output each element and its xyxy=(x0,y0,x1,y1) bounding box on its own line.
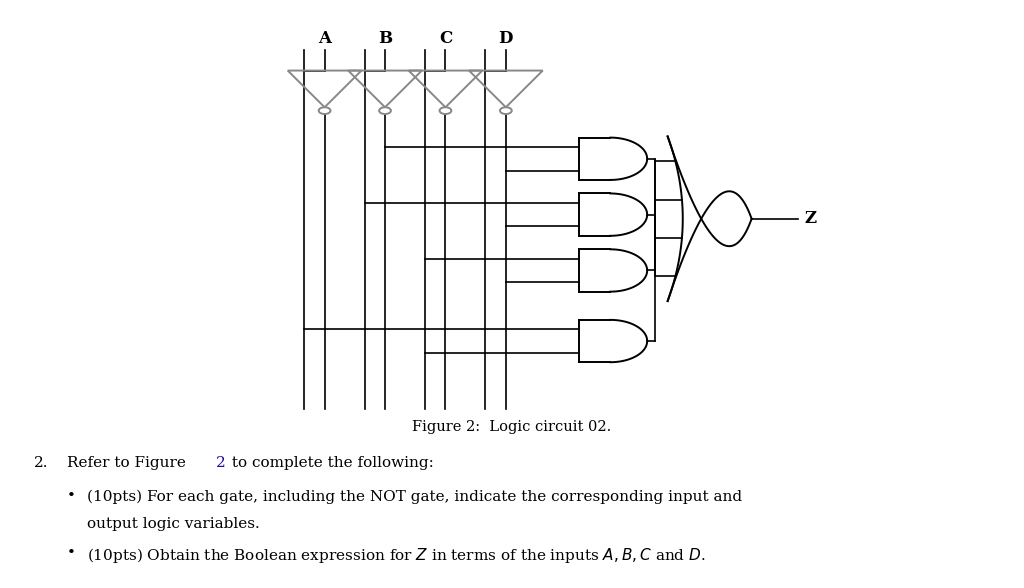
Text: Figure 2:  Logic circuit 02.: Figure 2: Logic circuit 02. xyxy=(413,420,611,435)
Text: C: C xyxy=(439,30,452,47)
Text: Z: Z xyxy=(805,211,817,227)
Text: B: B xyxy=(378,30,392,47)
Circle shape xyxy=(318,107,331,114)
Text: output logic variables.: output logic variables. xyxy=(87,517,260,532)
Text: to complete the following:: to complete the following: xyxy=(227,456,434,470)
Circle shape xyxy=(439,107,452,114)
Text: •: • xyxy=(67,489,76,503)
Text: 2.: 2. xyxy=(34,456,48,470)
Text: (10pts) Obtain the Boolean expression for $Z$ in terms of the inputs $A, B, C$ a: (10pts) Obtain the Boolean expression fo… xyxy=(87,546,706,564)
Circle shape xyxy=(500,107,512,114)
Text: 2: 2 xyxy=(216,456,226,470)
Text: A: A xyxy=(318,30,331,47)
Text: (10pts) For each gate, including the NOT gate, indicate the corresponding input : (10pts) For each gate, including the NOT… xyxy=(87,489,742,503)
Text: •: • xyxy=(67,546,76,560)
Text: Refer to Figure: Refer to Figure xyxy=(67,456,190,470)
Text: D: D xyxy=(499,30,513,47)
Circle shape xyxy=(379,107,391,114)
